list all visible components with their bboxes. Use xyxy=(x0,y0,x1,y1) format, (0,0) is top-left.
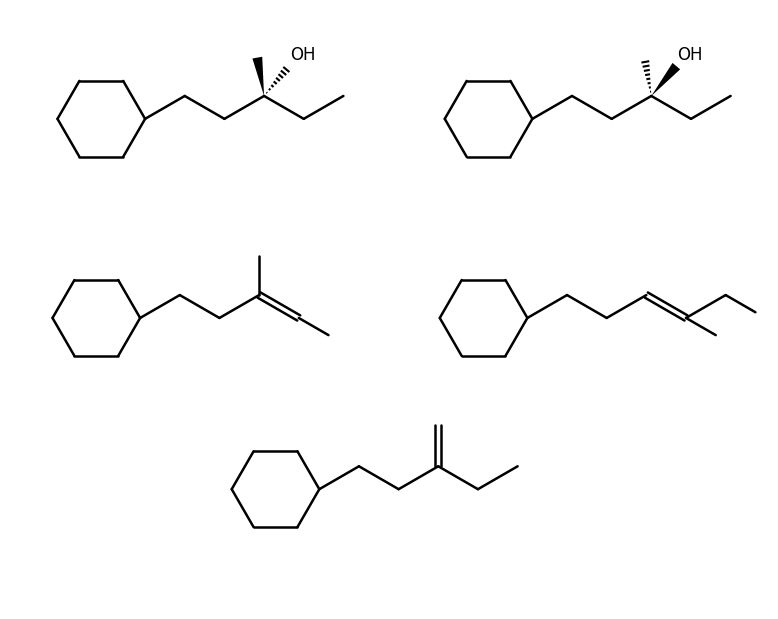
Polygon shape xyxy=(252,57,264,96)
Text: OH: OH xyxy=(678,46,703,64)
Polygon shape xyxy=(651,63,680,96)
Text: OH: OH xyxy=(290,46,316,64)
